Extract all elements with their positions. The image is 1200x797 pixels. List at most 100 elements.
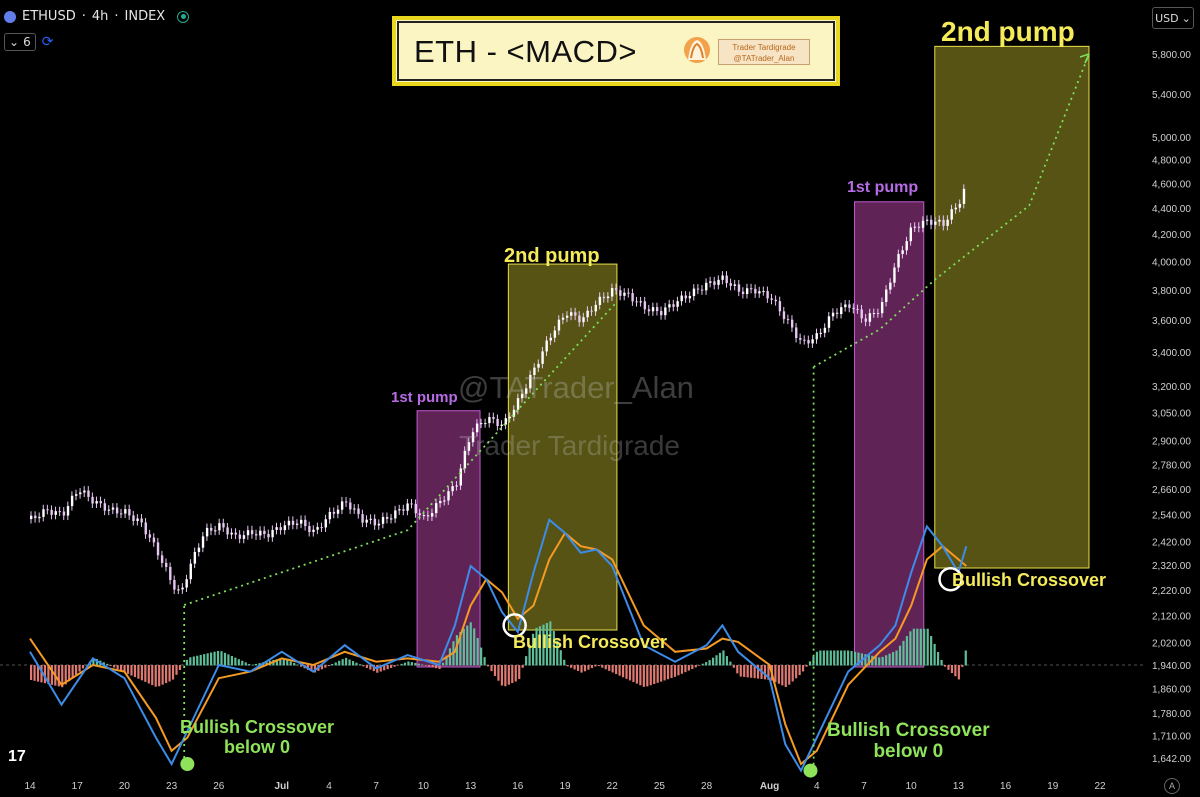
histogram-bar: [691, 665, 694, 669]
title-text: ETH - <MACD>: [414, 34, 638, 69]
histogram-bar: [428, 665, 431, 667]
label-line: below 0: [224, 737, 291, 757]
candle-body: [570, 312, 573, 316]
histogram-bar: [351, 661, 355, 666]
symbol-header[interactable]: ETHUSD · 4h · INDEX: [4, 9, 190, 24]
histogram-bar: [791, 665, 794, 682]
watermark-name: Trader Tardigrade: [459, 430, 681, 461]
y-tick-label: 1,940.00: [1152, 661, 1191, 672]
histogram-bar: [822, 650, 825, 666]
sync-icon[interactable]: ⟳: [41, 34, 54, 50]
histogram-bar: [431, 665, 434, 668]
interval[interactable]: 4h: [91, 9, 109, 24]
histogram-bar: [490, 665, 493, 672]
histogram-bar: [905, 636, 909, 666]
histogram-bar: [123, 665, 126, 673]
histogram-bar: [961, 665, 964, 667]
candle-body: [83, 490, 86, 493]
histogram-bar: [916, 628, 919, 666]
histogram-bar: [556, 640, 559, 666]
histogram-bar: [265, 661, 268, 666]
histogram-bar: [673, 665, 677, 677]
candle-body: [275, 527, 278, 530]
histogram-bar: [414, 662, 417, 666]
histogram-bar: [843, 650, 846, 666]
candle-body: [324, 519, 327, 528]
candle-body: [717, 279, 720, 285]
x-tick-label: 16: [512, 781, 524, 792]
histogram-bar: [255, 663, 258, 666]
candle-body: [541, 351, 544, 364]
candle-body: [455, 485, 458, 487]
histogram-bar: [950, 665, 954, 674]
histogram-bar: [279, 658, 282, 666]
candle-body: [852, 307, 855, 310]
candle-body: [103, 503, 107, 511]
pump-zone-pump1_first: [416, 410, 481, 668]
candle-body: [435, 503, 438, 514]
candle-body: [676, 301, 679, 307]
y-tick-label: 3,800.00: [1152, 286, 1191, 297]
y-tick-label: 2,320.00: [1152, 561, 1191, 572]
x-tick-label: 23: [166, 781, 178, 792]
auto-scale-button[interactable]: A: [1164, 778, 1180, 794]
currency-selector[interactable]: USD ⌄: [1152, 7, 1194, 29]
title-banner: ETH - <MACD> Trader Tardigrade @TATrader…: [392, 16, 840, 86]
x-tick-label: 22: [607, 781, 619, 792]
y-tick-label: 5,000.00: [1152, 133, 1191, 144]
histogram-bar: [552, 631, 555, 666]
candle-body: [688, 296, 692, 299]
candle-body: [377, 523, 381, 526]
histogram-bar: [660, 665, 663, 682]
histogram-bar: [566, 665, 569, 667]
histogram-bar: [313, 665, 317, 673]
projection-line: [183, 301, 618, 606]
histogram-bar: [338, 660, 341, 666]
candle-body: [75, 494, 78, 496]
indicators-toggle-button[interactable]: ⌄ 6: [4, 33, 36, 51]
candle-body: [848, 304, 851, 308]
histogram-bar: [33, 665, 36, 681]
chevron-down-icon: ⌄: [9, 35, 20, 49]
tradingview-logo-icon[interactable]: 17: [8, 748, 26, 765]
market-status-icon: [177, 10, 190, 23]
candle-body: [255, 534, 258, 536]
histogram-bar: [216, 650, 220, 666]
histogram-bar: [943, 665, 947, 667]
indicator-row: ⌄ 6 ⟳: [4, 33, 53, 51]
label-line: Bullish Crossover: [827, 720, 990, 741]
candle-body: [876, 313, 880, 315]
candle-body: [439, 501, 442, 504]
candle-body: [889, 282, 892, 290]
histogram-bar: [611, 665, 614, 673]
candle-body: [398, 509, 401, 511]
histogram-bar: [438, 665, 441, 669]
histogram-bar: [445, 655, 448, 666]
histogram-bar: [144, 665, 147, 682]
histogram-bar: [919, 628, 922, 666]
histogram-bar: [653, 665, 656, 685]
histogram-bar: [296, 664, 299, 666]
candle-body: [692, 288, 696, 297]
histogram-bar: [618, 665, 621, 676]
histogram-bar: [725, 656, 729, 666]
histogram-bar: [358, 664, 362, 666]
candle-body: [942, 219, 945, 226]
chevron-down-icon: ⌄: [1181, 11, 1191, 25]
candle-body: [627, 292, 630, 294]
symbol-name[interactable]: ETHUSD: [22, 9, 76, 24]
candle-body: [160, 555, 164, 563]
y-tick-label: 2,020.00: [1152, 638, 1191, 649]
y-tick-label: 3,050.00: [1152, 409, 1191, 420]
histogram-bar: [365, 665, 368, 668]
candle-body: [394, 510, 397, 519]
x-tick-label: 14: [24, 781, 36, 792]
histogram-bar: [109, 665, 112, 666]
histogram-bar: [583, 665, 587, 672]
histogram-bar: [947, 665, 950, 670]
candle-body: [737, 284, 741, 292]
candle-body: [283, 525, 287, 531]
candle-body: [631, 293, 634, 302]
x-tick-label: Aug: [760, 781, 779, 792]
